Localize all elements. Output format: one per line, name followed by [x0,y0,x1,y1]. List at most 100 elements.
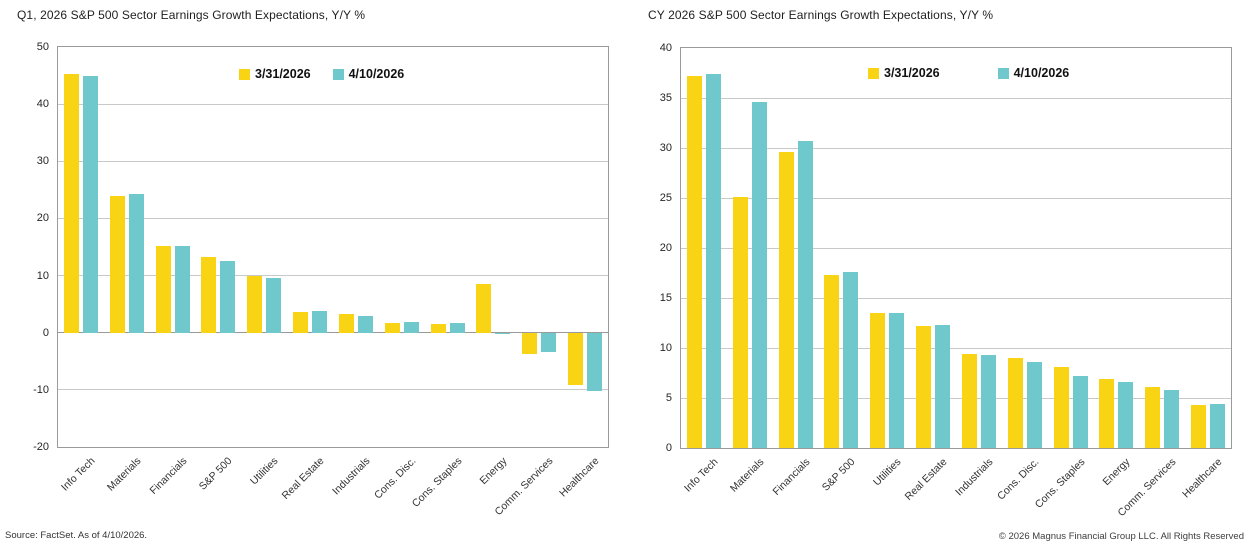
bar-industrials-series-1 [961,354,977,448]
bar-cons-disc--series-1 [1007,358,1023,448]
x-axis-category-label: Materials [727,456,767,495]
chart-panel-cy-2026: CY 2026 S&P 500 Sector Earnings Growth E… [625,0,1249,558]
bar-financials-series-1 [778,152,794,448]
x-axis-category-label: Cons. Staples [1032,456,1088,511]
zero-line [58,332,608,334]
bar-s-p-500-series-2 [843,272,859,448]
x-axis-category-label: Energy [1100,456,1133,489]
x-axis-category-label: Utilities [248,455,281,488]
x-axis-category-label: Comm. Services [492,455,556,518]
bar-real-estate-series-2 [935,325,951,448]
bar-comm-services-series-1 [1145,387,1161,448]
y-axis-tick-label: -10 [33,383,49,396]
bar-comm-services-series-2 [541,332,557,353]
x-axis-category-label: Utilities [871,456,904,489]
gridline [58,217,608,219]
bar-industrials-series-2 [980,355,996,448]
bar-utilities-series-1 [870,313,886,448]
y-axis-tick-label: 40 [36,98,49,111]
legend-swatch-icon [868,67,879,79]
legend-swatch-icon [997,67,1009,79]
y-axis-tick-label: 20 [36,212,49,225]
x-axis-category-label: Cons. Disc. [994,456,1042,503]
gridline [681,197,1231,199]
legend-item-series-1: 3/31/2026 [239,67,311,81]
x-axis-category-label: Materials [104,455,144,494]
y-axis-tick-label: 40 [659,42,672,54]
bar-financials-series-2 [797,141,813,448]
x-axis-category-label: Info Tech [58,455,98,494]
gridline [58,160,608,162]
bar-utilities-series-2 [889,313,905,448]
bar-info-tech-series-1 [686,76,702,448]
x-axis-category-label: Energy [477,455,510,488]
y-axis-tick-label: 25 [659,192,672,204]
legend-label: 4/10/2026 [1013,66,1070,80]
bar-s-p-500-series-1 [824,275,840,448]
y-axis-tick-label: 30 [659,142,672,154]
x-axis-category-label: Industrials [953,456,996,499]
legend-swatch-icon [332,68,344,80]
x-axis-category-label: Comm. Services [1115,456,1179,519]
bar-s-p-500-series-2 [220,260,236,333]
x-axis-category-label: Healthcare [557,455,602,500]
y-axis-tick-label: 15 [659,292,672,304]
bar-cons-disc--series-2 [403,322,419,333]
bar-info-tech-series-2 [82,75,98,333]
bar-cons-staples-series-1 [1053,367,1069,448]
legend-label: 3/31/2026 [255,67,311,81]
bar-industrials-series-2 [357,316,373,333]
x-axis-category-label: Cons. Staples [409,455,465,510]
source-note: Source: FactSet. As of 4/10/2026. [5,530,148,541]
bar-cons-disc--series-2 [1026,362,1042,448]
y-axis-tick-label: 20 [659,242,672,254]
chart-title-cy: CY 2026 S&P 500 Sector Earnings Growth E… [648,8,994,22]
gridline [681,97,1231,99]
y-axis-tick-label: 30 [36,155,49,168]
bar-info-tech-series-2 [705,74,721,448]
x-axis-category-label: Real Estate [902,456,950,503]
bar-financials-series-2 [174,246,190,333]
gridline [681,247,1231,249]
legend-item-series-1: 3/31/2026 [868,66,940,80]
y-axis-tick-label: 10 [36,269,49,282]
x-axis-category-label: S&P 500 [197,455,235,493]
chart-plot-area-cy: 40 35 30 25 20 15 10 5 0 Info Tech Materials Financ… [660,42,1232,519]
bar-materials-series-1 [732,197,748,448]
bar-financials-series-1 [155,246,171,333]
bar-comm-services-series-2 [1164,390,1180,448]
legend-label: 4/10/2026 [348,67,405,81]
bar-energy-series-1 [476,283,492,333]
gridline [681,297,1231,299]
bar-healthcare-series-1 [568,332,584,386]
chart-plot-area-q1: 50 40 30 20 10 0 -10 -20 Info Tech Materials Finan… [33,41,609,518]
y-axis-tick-label: 35 [659,92,672,104]
bar-materials-series-2 [751,102,767,448]
bar-cons-staples-series-2 [449,323,465,333]
chart-title-q1: Q1, 2026 S&P 500 Sector Earnings Growth … [17,8,366,22]
y-axis-tick-label: 10 [659,342,672,354]
y-axis-tick-label: 50 [36,41,49,53]
bar-real-estate-series-2 [312,311,328,333]
legend: 3/31/2026 4/10/2026 [239,67,404,81]
y-axis-tick-label: 0 [665,442,672,454]
y-axis-tick-label: 5 [665,392,672,404]
gridline [58,103,608,105]
legend-item-series-2: 4/10/2026 [332,67,405,81]
bar-cons-staples-series-2 [1072,376,1088,448]
bar-cons-disc--series-1 [384,323,400,333]
bar-comm-services-series-1 [522,332,538,354]
legend-swatch-icon [239,68,250,80]
y-axis-tick-label: 0 [42,326,49,339]
gridline [58,275,608,277]
bar-info-tech-series-1 [63,74,79,333]
bar-energy-series-2 [495,332,511,334]
bar-cons-staples-series-1 [430,323,446,333]
gridline [681,397,1231,399]
gridline [58,389,608,391]
x-axis-category-label: Financials [147,455,190,497]
bar-s-p-500-series-1 [201,257,217,333]
x-axis-category-label: Info Tech [681,456,721,495]
y-axis-tick-label: -20 [33,441,49,453]
bar-healthcare-series-1 [1191,405,1207,448]
